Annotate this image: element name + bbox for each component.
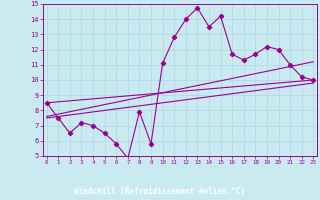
- Text: Windchill (Refroidissement éolien,°C): Windchill (Refroidissement éolien,°C): [75, 187, 245, 196]
